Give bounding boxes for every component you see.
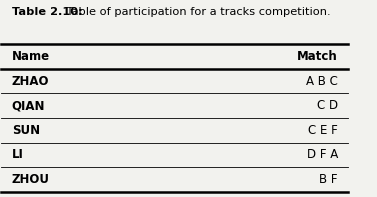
- Text: QIAN: QIAN: [12, 99, 45, 112]
- Text: ZHOU: ZHOU: [12, 173, 50, 186]
- Text: Match: Match: [297, 50, 338, 63]
- Text: B F: B F: [319, 173, 338, 186]
- Text: C E F: C E F: [308, 124, 338, 137]
- Text: Table 2.10:: Table 2.10:: [12, 7, 83, 17]
- Text: A B C: A B C: [306, 74, 338, 87]
- Text: SUN: SUN: [12, 124, 40, 137]
- Text: Name: Name: [12, 50, 50, 63]
- Text: LI: LI: [12, 148, 24, 161]
- Text: Table of participation for a tracks competition.: Table of participation for a tracks comp…: [63, 7, 331, 17]
- Text: C D: C D: [317, 99, 338, 112]
- Text: D F A: D F A: [307, 148, 338, 161]
- Text: ZHAO: ZHAO: [12, 74, 49, 87]
